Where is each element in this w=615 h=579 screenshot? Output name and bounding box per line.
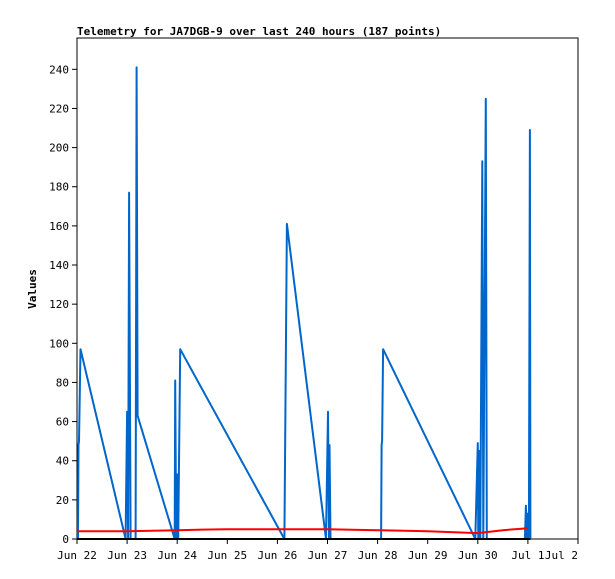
y-tick-label: 160 [49, 220, 69, 233]
x-tick-label: Jul 2 [545, 549, 578, 562]
series-line-1 [77, 527, 528, 535]
x-tick-label: Jun 25 [207, 549, 247, 562]
y-axis-label: Values [26, 269, 39, 309]
series-layer [77, 66, 532, 540]
y-tick-label: 60 [56, 416, 69, 429]
x-tick-label: Jun 30 [458, 549, 498, 562]
x-tick-label: Jul 1 [511, 549, 544, 562]
x-tick-label: Jun 26 [258, 549, 298, 562]
x-tick-label: Jun 29 [408, 549, 448, 562]
y-tick-label: 200 [49, 142, 69, 155]
chart-title: Telemetry for JA7DGB-9 over last 240 hou… [77, 25, 441, 38]
y-tick-label: 140 [49, 259, 69, 272]
y-tick-label: 100 [49, 337, 69, 350]
x-tick-label: Jun 28 [358, 549, 398, 562]
y-tick-label: 80 [56, 376, 69, 389]
x-axis: Jun 22 Jun 23 Jun 24 Jun 25 Jun 26 Jun 27 Jun … [57, 539, 579, 562]
y-tick-label: 40 [56, 455, 69, 468]
x-tick-label: Jun 24 [157, 549, 197, 562]
y-tick-label: 220 [49, 102, 69, 115]
y-tick-label: 20 [56, 494, 69, 507]
x-tick-label: Jun 22 [57, 549, 97, 562]
x-tick-label: Jun 23 [107, 549, 147, 562]
x-tick-label: Jun 27 [308, 549, 348, 562]
y-axis: 0 20 40 60 80 100 120 140 160 180 200 220 240 [49, 63, 77, 546]
y-tick-label: 240 [49, 63, 69, 76]
y-tick-label: 120 [49, 298, 69, 311]
y-tick-label: 0 [62, 533, 69, 546]
y-tick-label: 180 [49, 181, 69, 194]
